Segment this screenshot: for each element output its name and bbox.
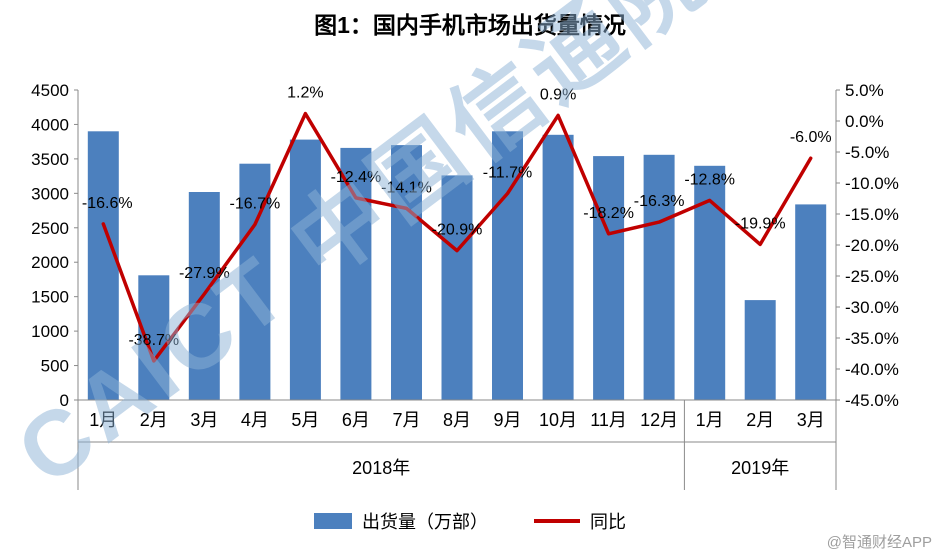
year-group-label: 2019年	[731, 458, 789, 478]
chart-title: 图1：国内手机市场出货量情况	[314, 12, 626, 38]
bar-9	[542, 134, 574, 401]
line-point-labels: -16.6% -38.7% -27.9% -16.7% 1.2% -12.4%-14.1%…	[82, 85, 832, 349]
month-label: 3月	[190, 410, 218, 430]
right-axis-tick-label: 5.0%	[845, 81, 884, 100]
month-label: 5月	[291, 410, 319, 430]
left-axis-tick-label: 3000	[31, 184, 69, 203]
left-axis-tick-label: 4500	[31, 81, 69, 100]
yoy-point-label: -18.2%	[583, 205, 634, 222]
month-label: 8月	[443, 410, 471, 430]
yoy-point-label: -16.7%	[230, 196, 281, 213]
bar-7	[441, 175, 473, 400]
bar-0	[87, 131, 119, 401]
right-axis-tick-label: 0.0%	[845, 112, 884, 131]
yoy-point-label: -16.3%	[634, 193, 685, 210]
yoy-point-label: -12.8%	[684, 171, 735, 188]
month-label: 1月	[89, 410, 117, 430]
right-axis-tick-label: -35.0%	[845, 329, 899, 348]
right-axis-tick-label: -15.0%	[845, 205, 899, 224]
left-axis-tick-label: 3500	[31, 150, 69, 169]
axis-ticks: 4500 4000 3500 3000 2500 2000 1500 1000 500 0 5.0%…	[31, 81, 899, 410]
month-label: 1月	[696, 410, 724, 430]
left-axis-tick-label: 2500	[31, 219, 69, 238]
legend-line-swatch	[534, 519, 580, 523]
left-axis-tick-label: 500	[41, 357, 69, 376]
month-label: 9月	[494, 410, 522, 430]
month-label: 10月	[539, 410, 577, 430]
month-label: 7月	[392, 410, 420, 430]
legend-bar-label: 出货量（万部）	[362, 512, 488, 532]
yoy-point-label: -12.4%	[331, 169, 382, 186]
right-axis-tick-label: -5.0%	[845, 143, 889, 162]
bar-6	[391, 145, 422, 400]
yoy-line	[101, 111, 813, 363]
month-label: 2月	[746, 410, 774, 430]
yoy-point-label: -16.6%	[82, 195, 133, 212]
yoy-point-label: -6.0%	[790, 129, 832, 146]
axes	[77, 90, 837, 490]
left-axis-tick-label: 0	[60, 391, 69, 410]
bar-11	[643, 154, 675, 400]
left-axis-tick-label: 2000	[31, 253, 69, 272]
yoy-point-label: 1.2%	[287, 85, 323, 102]
bar-14	[795, 204, 827, 400]
right-axis-tick-label: -30.0%	[845, 298, 899, 317]
bar-13	[744, 300, 776, 400]
month-label: 6月	[342, 410, 370, 430]
right-axis-tick-label: -45.0%	[845, 391, 899, 410]
left-axis-tick-label: 4000	[31, 115, 69, 134]
category-labels: 1月 2月 3月 4月 5月 6月 7月 8月 9月 10月 11月 12月 1月 2月 3月 2018年 20…	[89, 410, 824, 478]
month-label: 11月	[590, 410, 627, 430]
right-axis-tick-label: -20.0%	[845, 236, 899, 255]
bar-4	[289, 139, 321, 400]
legend: 出货量（万部） 同比	[0, 508, 940, 534]
month-label: 4月	[241, 410, 269, 430]
bar-10	[593, 156, 625, 400]
yoy-point-label: -20.9%	[432, 222, 483, 239]
yoy-point-label: -11.7%	[483, 165, 533, 182]
right-axis-tick-label: -25.0%	[845, 267, 899, 286]
yoy-point-label: -38.7%	[128, 332, 179, 349]
month-label: 3月	[797, 410, 825, 430]
legend-item-yoy: 同比	[534, 508, 626, 534]
year-group-label: 2018年	[352, 458, 410, 478]
bar-5	[340, 147, 372, 400]
right-axis-tick-label: -10.0%	[845, 174, 899, 193]
yoy-point-label: 0.9%	[540, 86, 576, 103]
credit-watermark: @智通财经APP	[826, 534, 932, 551]
left-axis-tick-label: 1000	[31, 322, 69, 341]
legend-item-shipments: 出货量（万部）	[314, 508, 488, 534]
month-label: 12月	[640, 410, 678, 430]
yoy-point-label: -19.9%	[735, 215, 786, 232]
legend-bar-swatch	[314, 513, 352, 529]
yoy-point-label: -27.9%	[179, 265, 230, 282]
left-axis-tick-label: 1500	[31, 288, 69, 307]
month-label: 2月	[140, 410, 168, 430]
legend-line-label: 同比	[590, 512, 626, 532]
right-axis-tick-label: -40.0%	[845, 360, 899, 379]
yoy-point-label: -14.1%	[381, 179, 432, 196]
